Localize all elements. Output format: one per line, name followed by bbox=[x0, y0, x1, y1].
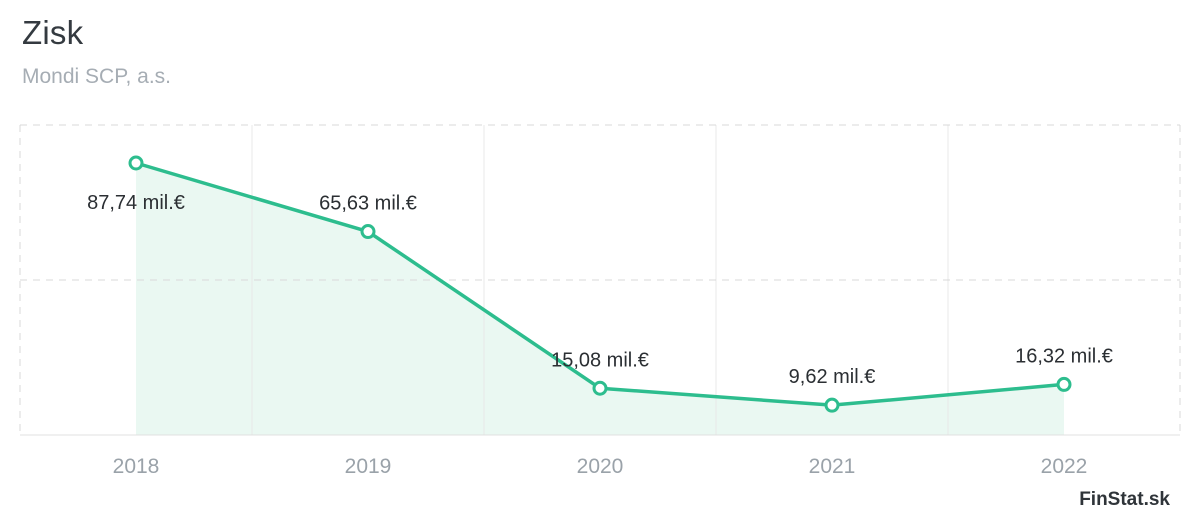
finstat-watermark: FinStat.sk bbox=[1079, 489, 1170, 510]
chart-subtitle: Mondi SCP, a.s. bbox=[22, 65, 172, 88]
data-point-2018[interactable] bbox=[128, 155, 144, 171]
area-fill bbox=[136, 163, 1064, 436]
data-point-2019[interactable] bbox=[360, 224, 376, 240]
data-point-2022[interactable] bbox=[1056, 376, 1072, 392]
data-point-2021[interactable] bbox=[824, 397, 840, 413]
data-point-2020[interactable] bbox=[592, 380, 608, 396]
chart-header: Zisk Mondi SCP, a.s. bbox=[22, 14, 171, 89]
x-axis-label-2019: 2019 bbox=[345, 455, 392, 478]
x-axis-label-2022: 2022 bbox=[1041, 455, 1088, 478]
x-axis-label-2018: 2018 bbox=[113, 455, 160, 478]
value-label-2019: 65,63 mil.€ bbox=[319, 193, 417, 215]
chart-title: Zisk bbox=[22, 14, 84, 51]
value-label-2018: 87,74 mil.€ bbox=[87, 192, 185, 214]
value-label-2020: 15,08 mil.€ bbox=[551, 349, 649, 371]
x-axis-label-2021: 2021 bbox=[809, 455, 856, 478]
value-label-2021: 9,62 mil.€ bbox=[789, 366, 876, 388]
value-label-2022: 16,32 mil.€ bbox=[1015, 345, 1113, 367]
x-axis-label-2020: 2020 bbox=[577, 455, 624, 478]
